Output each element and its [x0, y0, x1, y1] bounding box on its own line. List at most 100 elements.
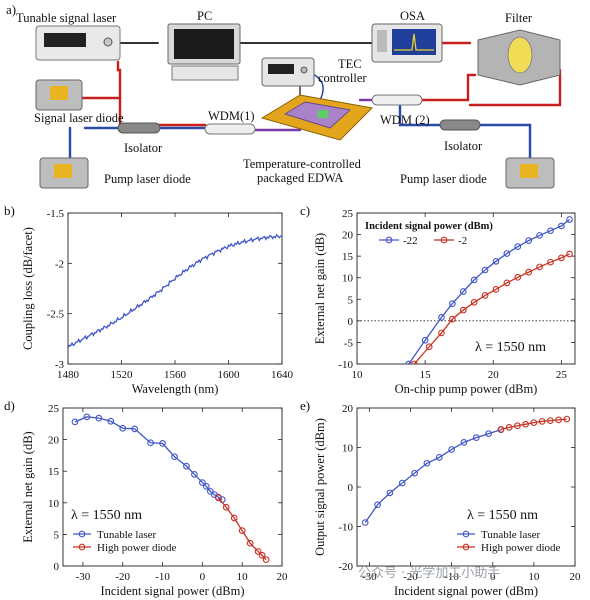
- signal-laser-diode: Signal laser diode: [34, 79, 124, 125]
- data-point: [254, 548, 262, 555]
- y-tick-label: -1.5: [47, 208, 65, 220]
- x-axis-label: Wavelength (nm): [132, 382, 219, 396]
- y-tick-label: 0: [348, 316, 354, 328]
- series-line: [68, 233, 282, 349]
- data-point: [505, 424, 513, 431]
- data-point: [460, 439, 468, 446]
- series-line: [408, 218, 570, 364]
- data-point: [206, 488, 214, 495]
- data-point: [398, 479, 406, 487]
- data-point: [536, 263, 543, 271]
- legend-marker: [78, 530, 86, 538]
- data-point: [410, 360, 418, 364]
- data-point: [246, 539, 254, 547]
- x-tick-label: -20: [115, 571, 130, 583]
- data-point: [459, 288, 467, 295]
- filter: Filter: [477, 11, 561, 86]
- series-high-power-diode: [214, 494, 270, 564]
- osa-label: OSA: [400, 9, 425, 23]
- legend-label: Tunable laser: [481, 529, 541, 541]
- series-line: [413, 253, 570, 364]
- data-point: [566, 250, 573, 258]
- wdm2-label: WDM (2): [380, 113, 430, 127]
- data-point: [547, 258, 554, 266]
- data-point: [159, 440, 166, 447]
- series-high-power-diode: [497, 415, 571, 433]
- y-tick-label: 0: [348, 482, 354, 494]
- y-tick-label: 20: [48, 435, 60, 447]
- data-point: [547, 227, 554, 235]
- x-tick-label: 1640: [271, 369, 294, 381]
- tunable-laser: Tunable signal laser: [16, 11, 121, 61]
- data-point: [119, 424, 127, 432]
- wdm1-label: WDM(1): [208, 109, 255, 123]
- data-point: [563, 415, 571, 423]
- y-tick-label: 10: [342, 443, 354, 455]
- y-axis-label: Output signal power (dBm): [313, 418, 327, 556]
- data-point: [411, 469, 418, 477]
- chart-b: b) 1480 1520 1560 1600 1640 -3 -2.5 -2 -1.5 Wavele…: [4, 203, 294, 396]
- isolator-2-label: Isolator: [444, 139, 483, 153]
- data-point: [171, 453, 178, 461]
- x-tick-label: 20: [277, 571, 289, 583]
- data-point: [459, 306, 467, 314]
- data-point: [258, 551, 266, 559]
- data-point: [421, 336, 429, 344]
- fiber-blue-right: [398, 103, 442, 127]
- osa: OSA: [371, 9, 443, 63]
- x-tick-label: 10: [237, 571, 249, 583]
- y-axis-label: External net gain (dB): [21, 431, 35, 542]
- wdm1: [204, 123, 256, 135]
- data-point: [514, 273, 522, 281]
- pump2-label: Pump laser diode: [400, 172, 487, 186]
- wavelength-annotation: λ = 1550 nm: [71, 508, 142, 523]
- data-point: [438, 314, 445, 321]
- chart-d: d) -30 -20 -10 0 10 20 0 5 10 15 20 25 Incident signa…: [4, 398, 288, 598]
- data-point: [470, 276, 478, 284]
- data-point: [538, 418, 546, 425]
- panel-label: c): [300, 203, 310, 218]
- series-line: [74, 416, 223, 501]
- y-tick-label: 25: [48, 403, 60, 415]
- series-line: [217, 497, 267, 561]
- data-point: [558, 222, 565, 230]
- plot-frame: [62, 407, 283, 567]
- plot-frame: [67, 212, 283, 365]
- isolator-1: [117, 122, 161, 134]
- data-point: [525, 268, 533, 276]
- data-point: [425, 343, 433, 351]
- y-tick-label: 15: [48, 466, 60, 478]
- x-tick-label: -10: [444, 571, 459, 583]
- x-tick-label: -10: [155, 571, 170, 583]
- series-tunable-laser: [71, 413, 226, 503]
- x-axis-label: On-chip pump power (dBm): [395, 382, 538, 396]
- data-point: [449, 315, 456, 323]
- edwa-label-1: Temperature-controlled: [243, 157, 362, 171]
- pc: PC: [167, 9, 241, 81]
- data-point: [536, 232, 543, 239]
- data-point: [238, 527, 246, 534]
- data-point: [83, 413, 91, 421]
- y-tick-label: 15: [342, 251, 354, 263]
- pump1-label: Pump laser diode: [104, 172, 191, 186]
- legend-label: -2: [458, 235, 467, 247]
- y-tick-label: 25: [342, 208, 354, 220]
- data-point: [558, 254, 565, 262]
- x-tick-label: 1600: [218, 369, 241, 381]
- y-tick-label: -20: [338, 561, 353, 573]
- x-tick-label: 1520: [111, 369, 134, 381]
- legend-marker: [462, 530, 470, 538]
- y-tick-label: 10: [48, 498, 60, 510]
- series--22: [405, 216, 573, 364]
- legend-label: -22: [403, 235, 418, 247]
- data-point: [71, 418, 79, 426]
- isolator-1-label: Isolator: [124, 141, 163, 155]
- data-point: [423, 459, 431, 467]
- data-point: [514, 243, 522, 251]
- x-tick-label: -20: [403, 571, 418, 583]
- legend-label: High power diode: [97, 542, 177, 554]
- x-axis-label: Incident signal power (dBm): [100, 584, 244, 598]
- fiber-red-wdm1: [118, 96, 207, 127]
- data-point: [522, 420, 529, 428]
- fiber-red-filter: [468, 68, 562, 107]
